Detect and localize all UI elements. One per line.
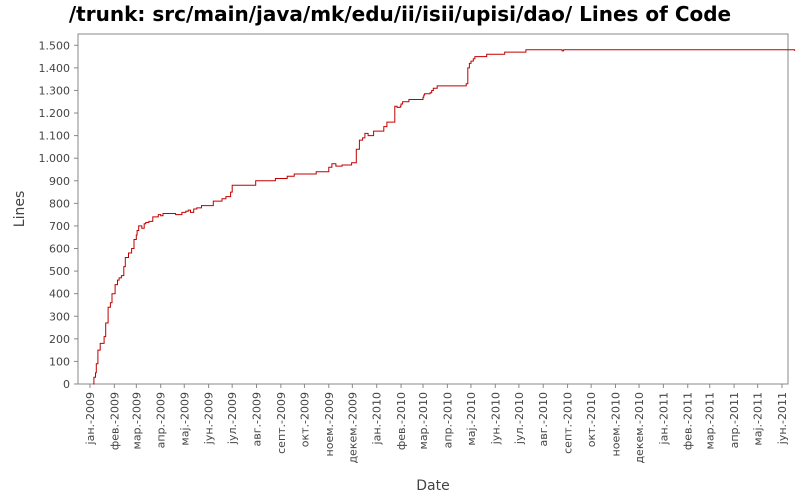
x-tick-label: авг.-2010: [537, 392, 550, 446]
x-tick-label: мар.-2010: [417, 392, 430, 449]
x-tick-label: јул.-2009: [226, 392, 239, 445]
x-tick-label: фев.-2011: [682, 392, 695, 450]
x-tick-label: јан.-2009: [84, 392, 97, 445]
x-tick-label: јун.-2009: [203, 392, 216, 445]
x-tick-label: окт.-2010: [585, 392, 598, 447]
x-tick-label: мар.-2011: [704, 392, 717, 449]
x-tick-label: јан.-2010: [371, 392, 384, 445]
x-tick-label: мај.-2010: [465, 392, 478, 446]
x-tick-label: јул.-2010: [513, 392, 526, 445]
x-tick-label: мар.-2009: [130, 392, 143, 449]
x-tick-label: јун.-2010: [489, 392, 502, 445]
y-tick-label: 400: [49, 288, 70, 301]
y-tick-label: 500: [49, 265, 70, 278]
y-tick-label: 300: [49, 310, 70, 323]
y-tick-label: 800: [49, 197, 70, 210]
x-axis-label: Date: [416, 478, 449, 494]
y-tick-label: 1.500: [39, 39, 71, 52]
y-axis: 0 100 200 300 400 500 600 700 800 900 1.000 1.100 1.…: [39, 39, 78, 391]
chart-title: /trunk: src/main/java/mk/edu/ii/isii/upi…: [68, 2, 732, 26]
series-line-loc: [93, 49, 796, 385]
x-tick-label: фев.-2009: [108, 392, 121, 450]
x-tick-label: септ.-2010: [562, 392, 575, 454]
y-tick-label: 1.400: [39, 62, 71, 75]
y-tick-label: 700: [49, 220, 70, 233]
x-tick-label: апр.-2010: [441, 392, 454, 448]
x-tick-label: апр.-2009: [155, 392, 168, 448]
x-tick-label: јан.-2011: [657, 392, 670, 445]
y-tick-label: 1.100: [39, 130, 71, 143]
x-tick-label: ноем.-2010: [609, 392, 622, 456]
x-tick-label: мај.-2009: [178, 392, 191, 446]
x-tick-label: декем.-2009: [346, 392, 359, 464]
y-tick-label: 900: [49, 175, 70, 188]
y-tick-label: 200: [49, 333, 70, 346]
y-tick-label: 0: [63, 378, 70, 391]
x-tick-label: ноем.-2009: [323, 392, 336, 456]
x-tick-label: авг.-2009: [251, 392, 264, 446]
y-tick-label: 1.200: [39, 107, 71, 120]
x-tick-label: апр.-2011: [728, 392, 741, 448]
y-tick-label: 600: [49, 243, 70, 256]
x-tick-label: мај.-2011: [752, 392, 765, 446]
y-tick-label: 100: [49, 355, 70, 368]
x-tick-label: декем.-2010: [633, 392, 646, 464]
x-tick-label: јун.-2011: [776, 392, 789, 445]
plot-area: [77, 33, 789, 385]
x-tick-label: фев.-2010: [395, 392, 408, 450]
x-tick-label: окт.-2009: [298, 392, 311, 447]
x-tick-label: септ.-2009: [275, 392, 288, 454]
y-axis-label: Lines: [12, 191, 28, 227]
y-tick-label: 1.000: [39, 152, 71, 165]
x-axis: јан.-2009 фев.-2009 мар.-2009 апр.-2009 мај.…: [84, 384, 789, 464]
y-tick-label: 1.300: [39, 84, 71, 97]
